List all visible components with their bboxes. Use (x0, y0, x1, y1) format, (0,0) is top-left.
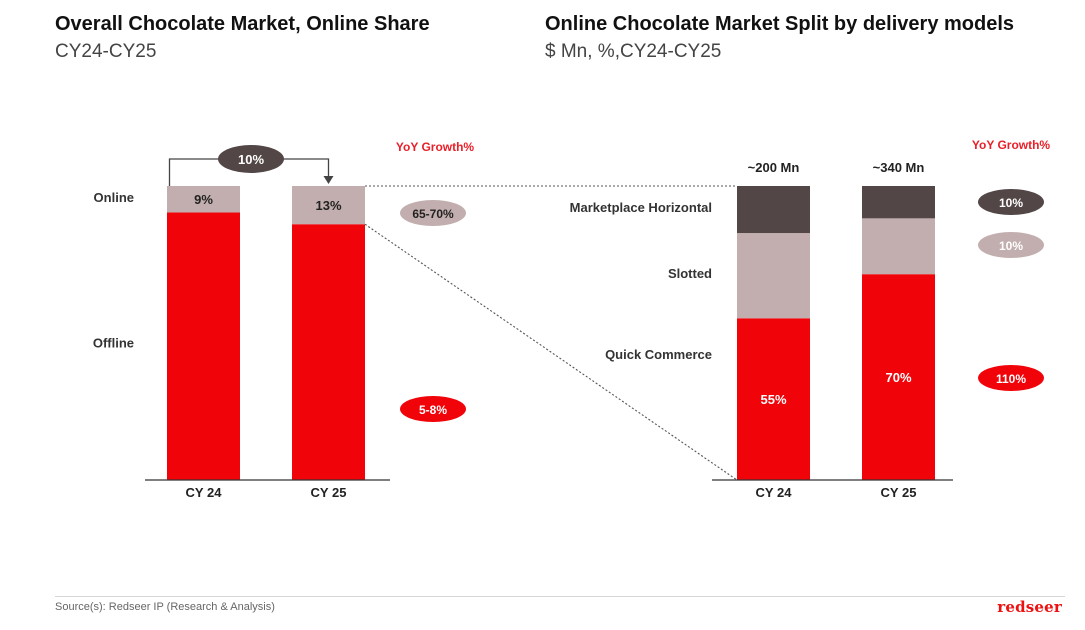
right-category-label: CY 25 (881, 485, 917, 500)
right-yoy-pill-quick-commerce (978, 365, 1044, 391)
left-chart-title: Overall Chocolate Market, Online Share (55, 13, 430, 35)
left-yoy-label-online: 65-70% (412, 207, 454, 221)
right-yoy-label-marketplace-horizontal: 10% (999, 196, 1023, 210)
right-series-label-marketplace-horizontal: Marketplace Horizontal (570, 200, 712, 215)
left-category-label: CY 24 (186, 485, 223, 500)
right-yoy-pill-marketplace-horizontal (978, 189, 1044, 215)
right-yoy-pill-slotted (978, 232, 1044, 258)
right-series-label-quick-commerce: Quick Commerce (605, 347, 712, 362)
left-yoy-pill-online (400, 200, 466, 226)
growth-badge (218, 145, 284, 173)
right-bar-cy-25-quick-commerce (862, 274, 935, 480)
right-yoy-header: YoY Growth% (972, 138, 1051, 152)
left-bar-cy-25-offline (292, 224, 365, 480)
right-category-label: CY 24 (756, 485, 793, 500)
footer-divider (55, 596, 1065, 597)
redseer-logo: redseer (997, 598, 1062, 616)
left-bar-cy-24-offline (167, 212, 240, 480)
left-bar-cy-24-online (167, 186, 240, 213)
right-bar-cy-24-marketplace-horizontal (737, 186, 810, 234)
right-total-label: ~200 Mn (748, 160, 800, 175)
right-bar-cy-25-marketplace-horizontal (862, 186, 935, 219)
left-series-label-online: Online (94, 190, 134, 205)
right-chart-title: Online Chocolate Market Split by deliver… (545, 13, 1015, 35)
right-chart-subtitle: $ Mn, %,CY24-CY25 (545, 41, 722, 62)
right-bar-cy-24-slotted (737, 233, 810, 319)
zoom-connector-bottom (364, 223, 738, 481)
right-yoy-label-slotted: 10% (999, 239, 1023, 253)
left-data-label: 13% (315, 198, 341, 213)
source-note: Source(s): Redseer IP (Research & Analys… (55, 601, 275, 613)
growth-badge-label: 10% (238, 152, 264, 167)
right-data-label: 70% (885, 370, 911, 385)
left-bar-cy-25-online (292, 186, 365, 225)
right-bar-cy-25-slotted (862, 218, 935, 275)
right-data-label: 55% (760, 392, 786, 407)
left-series-label-offline: Offline (93, 336, 134, 351)
right-bar-cy-24-quick-commerce (737, 318, 810, 480)
left-yoy-label-offline: 5-8% (419, 403, 447, 417)
right-yoy-label-quick-commerce: 110% (996, 372, 1026, 386)
left-chart-subtitle: CY24-CY25 (55, 41, 157, 62)
left-yoy-header: YoY Growth% (396, 140, 475, 154)
left-yoy-pill-offline (400, 396, 466, 422)
growth-arrow-head (323, 176, 334, 184)
right-series-label-slotted: Slotted (668, 266, 712, 281)
right-total-label: ~340 Mn (873, 160, 925, 175)
left-data-label: 9% (194, 192, 213, 207)
left-category-label: CY 25 (311, 485, 347, 500)
